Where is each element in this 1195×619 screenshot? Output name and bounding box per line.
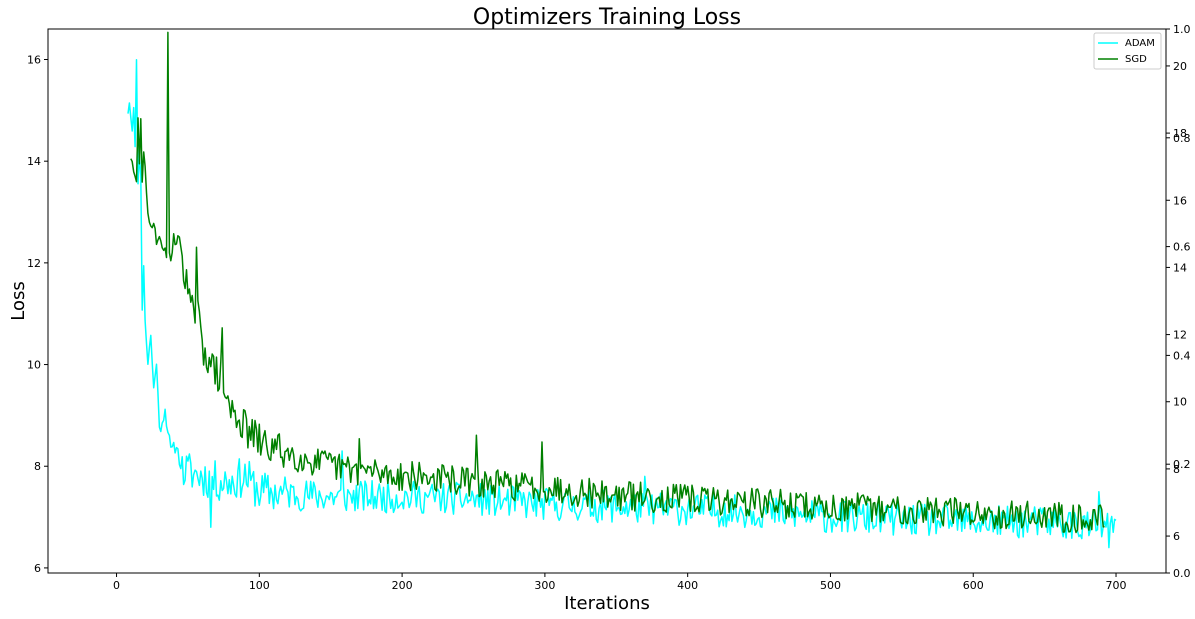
x-tick-label: 300 [534,579,555,592]
right-outer-tick-label: 6 [1173,530,1180,543]
legend-box [1093,32,1162,70]
right-inner-tick-label: 0.2 [1173,458,1191,471]
right-outer-tick-label: 18 [1173,127,1187,140]
legend-label-adam: ADAM [1125,38,1155,49]
x-tick-label: 500 [820,579,841,592]
x-tick-label: 700 [1106,579,1127,592]
chart-title: Optimizers Training Loss [473,5,741,30]
x-tick-label: 100 [249,579,270,592]
axis-ticks: 0 100 200 300 400 500 600 700 6 8 10 12 14 16 0.0 0.2 0.… [27,23,1191,592]
y-axis-label: Loss [8,281,29,320]
x-tick-label: 600 [963,579,984,592]
right-inner-tick-label: 1.0 [1173,23,1191,36]
series-line-adam [127,58,1117,549]
right-inner-tick-label: 0.8 [1173,132,1191,145]
y-tick-label: 12 [27,257,41,270]
right-outer-tick-label: 16 [1173,194,1187,207]
y-tick-label: 16 [27,54,41,67]
right-inner-tick-label: 0.6 [1173,241,1191,254]
y-tick-label: 10 [27,359,41,372]
right-outer-tick-label: 8 [1173,463,1180,476]
right-outer-tick-label: 12 [1173,329,1187,342]
legend-label-sgd: SGD [1125,54,1147,65]
x-tick-label: 400 [677,579,698,592]
right-outer-tick-label: 20 [1173,60,1187,73]
right-inner-tick-label: 0.0 [1173,567,1191,580]
x-tick-label: 200 [392,579,413,592]
plot-frame [47,28,1167,574]
y-tick-label: 14 [27,155,41,168]
right-outer-tick-label: 14 [1173,261,1187,274]
y-tick-label: 6 [34,562,41,575]
x-tick-label: 0 [113,579,120,592]
y-tick-label: 8 [34,460,41,473]
series-lines [127,31,1117,549]
right-inner-tick-label: 0.4 [1173,349,1191,362]
right-outer-tick-label: 10 [1173,396,1187,409]
x-axis-label: Iterations [564,593,650,614]
series-line-sgd [130,31,1105,534]
legend: ADAM SGD [1093,32,1162,70]
